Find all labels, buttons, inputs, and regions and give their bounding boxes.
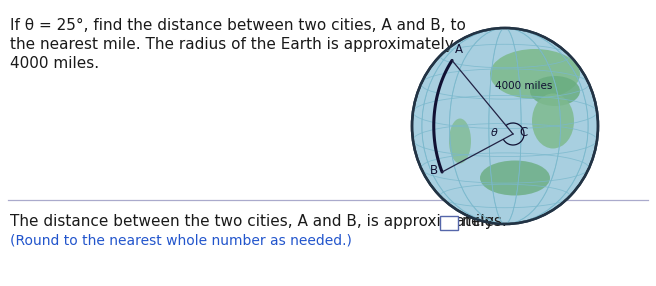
Ellipse shape: [480, 160, 550, 196]
Text: $\theta$: $\theta$: [491, 126, 499, 138]
Text: If θ = 25°, find the distance between two cities, A and B, to: If θ = 25°, find the distance between tw…: [10, 18, 466, 33]
Ellipse shape: [490, 49, 580, 99]
Ellipse shape: [412, 28, 598, 224]
Text: miles.: miles.: [462, 214, 508, 229]
Text: A: A: [455, 43, 463, 56]
Ellipse shape: [530, 76, 580, 106]
Text: 4000 miles: 4000 miles: [495, 81, 552, 91]
Text: the nearest mile. The radius of the Earth is approximately: the nearest mile. The radius of the Eart…: [10, 37, 454, 52]
Ellipse shape: [449, 118, 471, 164]
Text: (Round to the nearest whole number as needed.): (Round to the nearest whole number as ne…: [10, 234, 352, 248]
Ellipse shape: [532, 94, 574, 148]
FancyBboxPatch shape: [440, 216, 458, 230]
Text: B: B: [430, 164, 438, 176]
Text: 4000 miles.: 4000 miles.: [10, 56, 99, 71]
Text: C: C: [519, 126, 527, 138]
Text: The distance between the two cities, A and B, is approximately: The distance between the two cities, A a…: [10, 214, 494, 229]
